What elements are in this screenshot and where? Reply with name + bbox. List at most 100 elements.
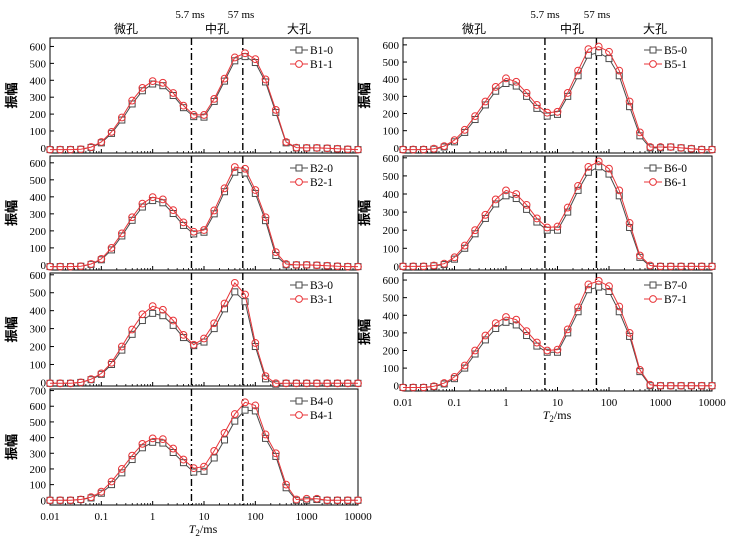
data-point-circle (241, 398, 249, 407)
data-point-square (241, 406, 249, 414)
data-point-circle (302, 494, 311, 503)
y-tick-label: 300 (30, 324, 47, 336)
data-point-square (138, 317, 146, 325)
data-point-circle (189, 340, 198, 349)
data-point-circle (429, 144, 438, 153)
data-point-circle (148, 77, 157, 86)
data-point-circle (646, 143, 655, 151)
data-point-circle (282, 138, 291, 146)
data-point-circle (323, 496, 332, 505)
data-point-circle (615, 302, 624, 311)
data-point-circle (708, 145, 716, 154)
data-point-circle (282, 379, 291, 388)
x-tick-label: 10000 (698, 397, 726, 409)
data-point-circle (210, 94, 219, 103)
data-point-circle (220, 184, 229, 193)
y-axis-label: 振幅 (4, 82, 20, 108)
data-point-circle (522, 327, 531, 336)
data-point-circle (302, 379, 311, 388)
y-tick-label: 200 (30, 109, 47, 121)
data-point-circle (460, 361, 469, 370)
panel-b2: 0 100 200 300 400 500 600 振幅 B2-0 B2-1 (4, 155, 362, 272)
data-point-circle (117, 229, 126, 238)
data-point-square (231, 417, 239, 425)
legend-entry: B6-0 (664, 163, 687, 175)
data-point-square (595, 163, 603, 171)
y-tick-label: 600 (30, 401, 47, 413)
y-tick-label: 200 (30, 226, 47, 238)
panel-b5: 0 100 200 300 400 500 600 振幅 B5-0 B5-1 (357, 37, 716, 155)
data-point-circle (117, 465, 126, 473)
data-point-circle (117, 113, 126, 122)
y-tick-label: 0 (394, 261, 400, 273)
legend-entry: B2-1 (310, 177, 333, 189)
y-tick-label: 100 (30, 359, 47, 371)
y-tick-label: 600 (383, 275, 400, 287)
boundary-label-5-7ms: 5.7 ms (530, 9, 559, 21)
data-point-circle (76, 262, 85, 271)
data-point-square (615, 192, 623, 200)
y-tick-label: 100 (383, 243, 400, 255)
data-point-square (512, 321, 520, 329)
data-point-circle (97, 487, 106, 496)
data-point-circle (87, 493, 95, 502)
data-point-circle (251, 339, 260, 347)
data-point-circle (697, 381, 706, 390)
legend-marker-square (649, 281, 657, 289)
y-tick-label: 300 (383, 207, 400, 219)
y-tick-label: 600 (30, 270, 47, 282)
data-point-circle (625, 97, 634, 106)
data-point-circle (56, 262, 65, 271)
y-tick-label: 0 (41, 495, 47, 507)
data-point-circle (87, 260, 95, 268)
data-point-circle (56, 379, 65, 388)
data-point-circle (491, 319, 500, 328)
data-point-circle (594, 157, 603, 166)
data-point-circle (532, 338, 541, 347)
data-point-circle (312, 144, 321, 152)
data-point-circle (292, 379, 301, 388)
legend-marker-square (649, 46, 657, 54)
region-label-meso: 中孔 (205, 21, 229, 36)
y-tick-label: 0 (394, 381, 400, 393)
x-axis-label: T2/ms (189, 522, 218, 538)
data-point-circle (97, 138, 106, 146)
x-tick-label: 0.01 (393, 397, 412, 409)
data-point-circle (481, 97, 490, 106)
y-tick-label: 0 (41, 260, 47, 272)
data-point-square (615, 308, 623, 316)
data-point-circle (481, 210, 490, 219)
data-point-circle (312, 494, 321, 503)
legend-marker-square (649, 164, 657, 172)
data-point-circle (333, 496, 342, 505)
data-point-circle (261, 213, 270, 222)
data-point-circle (333, 379, 342, 388)
data-point-circle (292, 260, 301, 269)
legend-entry: B3-0 (310, 280, 333, 292)
data-point-square (523, 332, 531, 340)
data-point-circle (76, 378, 85, 387)
data-point-square (241, 169, 249, 177)
legend-entry: B5-1 (664, 59, 687, 71)
data-point-circle (230, 278, 239, 287)
y-tick-label: 500 (30, 58, 47, 70)
data-point-circle (409, 383, 418, 392)
data-point-circle (697, 145, 706, 154)
x-tick-label: 10000 (344, 511, 372, 523)
data-point-circle (138, 83, 147, 92)
data-point-square (149, 438, 157, 446)
data-point-circle (522, 200, 531, 209)
legend-marker-square (295, 281, 303, 289)
data-point-circle (271, 248, 280, 257)
data-point-circle (292, 495, 301, 504)
series-line-b2-1 (50, 166, 358, 268)
data-point-circle (584, 280, 593, 289)
y-tick-label: 0 (41, 143, 47, 155)
legend-entry: B1-1 (310, 59, 333, 71)
y-tick-label: 300 (30, 448, 47, 460)
y-tick-label: 100 (383, 126, 400, 138)
data-point-circle (46, 262, 54, 271)
panel-b3: 0 100 200 300 400 500 600 振幅 B3-0 B3-1 (4, 270, 362, 389)
data-point-circle (512, 315, 521, 324)
y-axis-label: 振幅 (4, 434, 20, 460)
